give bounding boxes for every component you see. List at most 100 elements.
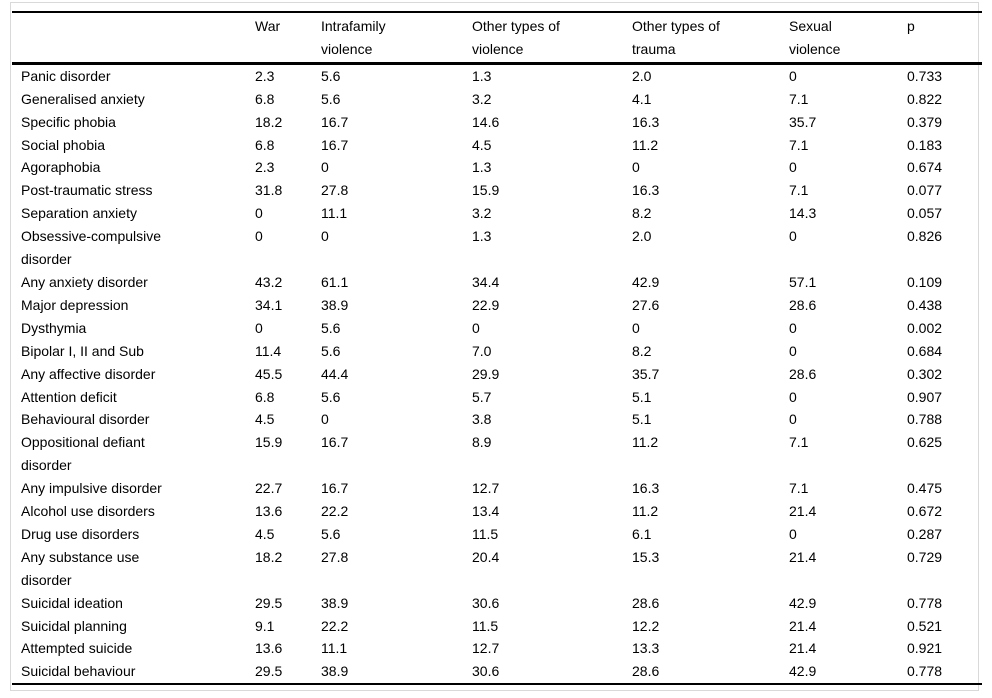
value-cell: 0.778 bbox=[907, 663, 943, 680]
value-cell: 0 bbox=[472, 319, 480, 336]
value-cell: 7.0 bbox=[472, 342, 492, 359]
value-cell: 22.7 bbox=[255, 480, 283, 497]
value-cell: 2.3 bbox=[255, 67, 275, 84]
value-cell: 0.109 bbox=[907, 273, 943, 290]
value-cell: 3.2 bbox=[472, 90, 492, 107]
value-cell: 13.3 bbox=[632, 640, 660, 657]
value-cell: 5.6 bbox=[321, 388, 341, 405]
value-cell: 29.9 bbox=[472, 365, 500, 382]
value-cell: 28.6 bbox=[632, 594, 660, 611]
value-cell: 5.6 bbox=[321, 319, 341, 336]
table-row: Bipolar I, II and Sub 11.4 5.6 7.0 8.2 0 0.684 bbox=[12, 340, 982, 363]
value-cell: 0 bbox=[321, 159, 329, 176]
column-header-disorder bbox=[12, 12, 255, 65]
value-cell: 11.5 bbox=[472, 525, 499, 542]
table-row: Specific phobia 18.2 16.7 14.6 16.3 35.7 0.379 bbox=[12, 111, 982, 134]
value-cell: 12.7 bbox=[472, 640, 500, 657]
table-body: Panic disorder 2.3 5.6 1.3 2.0 0 0.733 Generali… bbox=[12, 63, 982, 684]
value-cell: 11.2 bbox=[632, 434, 659, 451]
value-cell: 0.438 bbox=[907, 296, 943, 313]
value-cell: 0.077 bbox=[907, 182, 943, 199]
value-cell: 1.3 bbox=[472, 159, 492, 176]
table-row: Generalised anxiety 6.8 5.6 3.2 4.1 7.1 0.822 bbox=[12, 88, 982, 111]
value-cell: 0 bbox=[789, 319, 797, 336]
value-cell: 21.4 bbox=[789, 548, 817, 565]
value-cell: 16.7 bbox=[321, 434, 349, 451]
table-row: Any anxiety disorder 43.2 61.1 34.4 42.9 57.1… bbox=[12, 271, 982, 294]
value-cell: 3.2 bbox=[472, 205, 492, 222]
value-cell: 0.625 bbox=[907, 434, 943, 451]
value-cell: 18.2 bbox=[255, 113, 283, 130]
value-cell: 0.521 bbox=[907, 617, 943, 634]
value-cell: 0 bbox=[321, 228, 329, 245]
value-cell: 30.6 bbox=[472, 663, 500, 680]
value-cell: 16.3 bbox=[632, 480, 660, 497]
value-cell: 27.6 bbox=[632, 296, 660, 313]
value-cell: 28.6 bbox=[789, 296, 817, 313]
value-cell: 0.684 bbox=[907, 342, 943, 359]
row-label: Generalised anxiety bbox=[21, 90, 145, 107]
header-row: War Intrafamily violence Other types of … bbox=[12, 12, 982, 65]
value-cell: 7.1 bbox=[789, 136, 809, 153]
table-row: Suicidal behaviour 29.5 38.9 30.6 28.6 42.9 0.… bbox=[12, 660, 982, 684]
value-cell: 3.8 bbox=[472, 411, 492, 428]
value-cell: 11.1 bbox=[321, 205, 348, 222]
value-cell: 22.2 bbox=[321, 617, 349, 634]
row-label: Major depression bbox=[21, 296, 129, 313]
value-cell: 7.1 bbox=[789, 434, 809, 451]
value-cell: 0.183 bbox=[907, 136, 943, 153]
column-header-p-value: p bbox=[907, 12, 982, 65]
value-cell: 6.8 bbox=[255, 90, 275, 107]
value-cell: 0.778 bbox=[907, 594, 943, 611]
value-cell: 5.7 bbox=[472, 388, 492, 405]
value-cell: 6.8 bbox=[255, 388, 275, 405]
value-cell: 0 bbox=[789, 67, 797, 84]
value-cell: 38.9 bbox=[321, 663, 349, 680]
value-cell: 0.733 bbox=[907, 67, 943, 84]
value-cell: 0 bbox=[789, 342, 797, 359]
table-row: Dysthymia 0 5.6 0 0 0 0.002 bbox=[12, 317, 982, 340]
value-cell: 18.2 bbox=[255, 548, 283, 565]
value-cell: 0 bbox=[255, 228, 263, 245]
value-cell: 29.5 bbox=[255, 594, 283, 611]
table-row: Suicidal planning 9.1 22.2 11.5 12.2 21.4 0.52… bbox=[12, 615, 982, 638]
value-cell: 4.5 bbox=[255, 411, 275, 428]
row-label: Any anxiety disorder bbox=[21, 273, 148, 290]
value-cell: 5.1 bbox=[632, 411, 652, 428]
value-cell: 16.7 bbox=[321, 136, 349, 153]
value-cell: 2.3 bbox=[255, 159, 275, 176]
value-cell: 9.1 bbox=[255, 617, 275, 634]
value-cell: 5.6 bbox=[321, 525, 341, 542]
row-label: Dysthymia bbox=[21, 319, 87, 336]
row-label: Obsessive-compulsive disorder bbox=[21, 228, 162, 268]
row-label: Any impulsive disorder bbox=[21, 480, 162, 497]
column-header-intrafamily-violence: Intrafamily violence bbox=[321, 12, 472, 65]
column-header-war: War bbox=[255, 12, 321, 65]
value-cell: 5.1 bbox=[632, 388, 652, 405]
row-label: Any substance use disorder bbox=[21, 548, 140, 588]
value-cell: 15.9 bbox=[255, 434, 283, 451]
value-cell: 0 bbox=[789, 525, 797, 542]
row-label: Attention deficit bbox=[21, 388, 117, 405]
value-cell: 7.1 bbox=[789, 182, 809, 199]
table-row: Major depression 34.1 38.9 22.9 27.6 28.6 0.43… bbox=[12, 294, 982, 317]
value-cell: 11.2 bbox=[632, 503, 659, 520]
value-cell: 12.2 bbox=[632, 617, 660, 634]
value-cell: 11.5 bbox=[472, 617, 499, 634]
row-label: Drug use disorders bbox=[21, 525, 140, 542]
value-cell: 14.3 bbox=[789, 205, 817, 222]
table-row: Behavioural disorder 4.5 0 3.8 5.1 0 0.788 bbox=[12, 408, 982, 431]
value-cell: 2.0 bbox=[632, 67, 652, 84]
value-cell: 0.672 bbox=[907, 503, 943, 520]
row-label: Agoraphobia bbox=[21, 159, 101, 176]
value-cell: 2.0 bbox=[632, 228, 652, 245]
value-cell: 16.3 bbox=[632, 182, 660, 199]
value-cell: 0 bbox=[789, 411, 797, 428]
row-label: Any affective disorder bbox=[21, 365, 156, 382]
table-row: Attempted suicide 13.6 11.1 12.7 13.3 21.4 0.9… bbox=[12, 637, 982, 660]
row-label: Behavioural disorder bbox=[21, 411, 150, 428]
row-label: Panic disorder bbox=[21, 67, 111, 84]
table-row: Attention deficit 6.8 5.6 5.7 5.1 0 0.907 bbox=[12, 386, 982, 409]
value-cell: 0.826 bbox=[907, 228, 943, 245]
